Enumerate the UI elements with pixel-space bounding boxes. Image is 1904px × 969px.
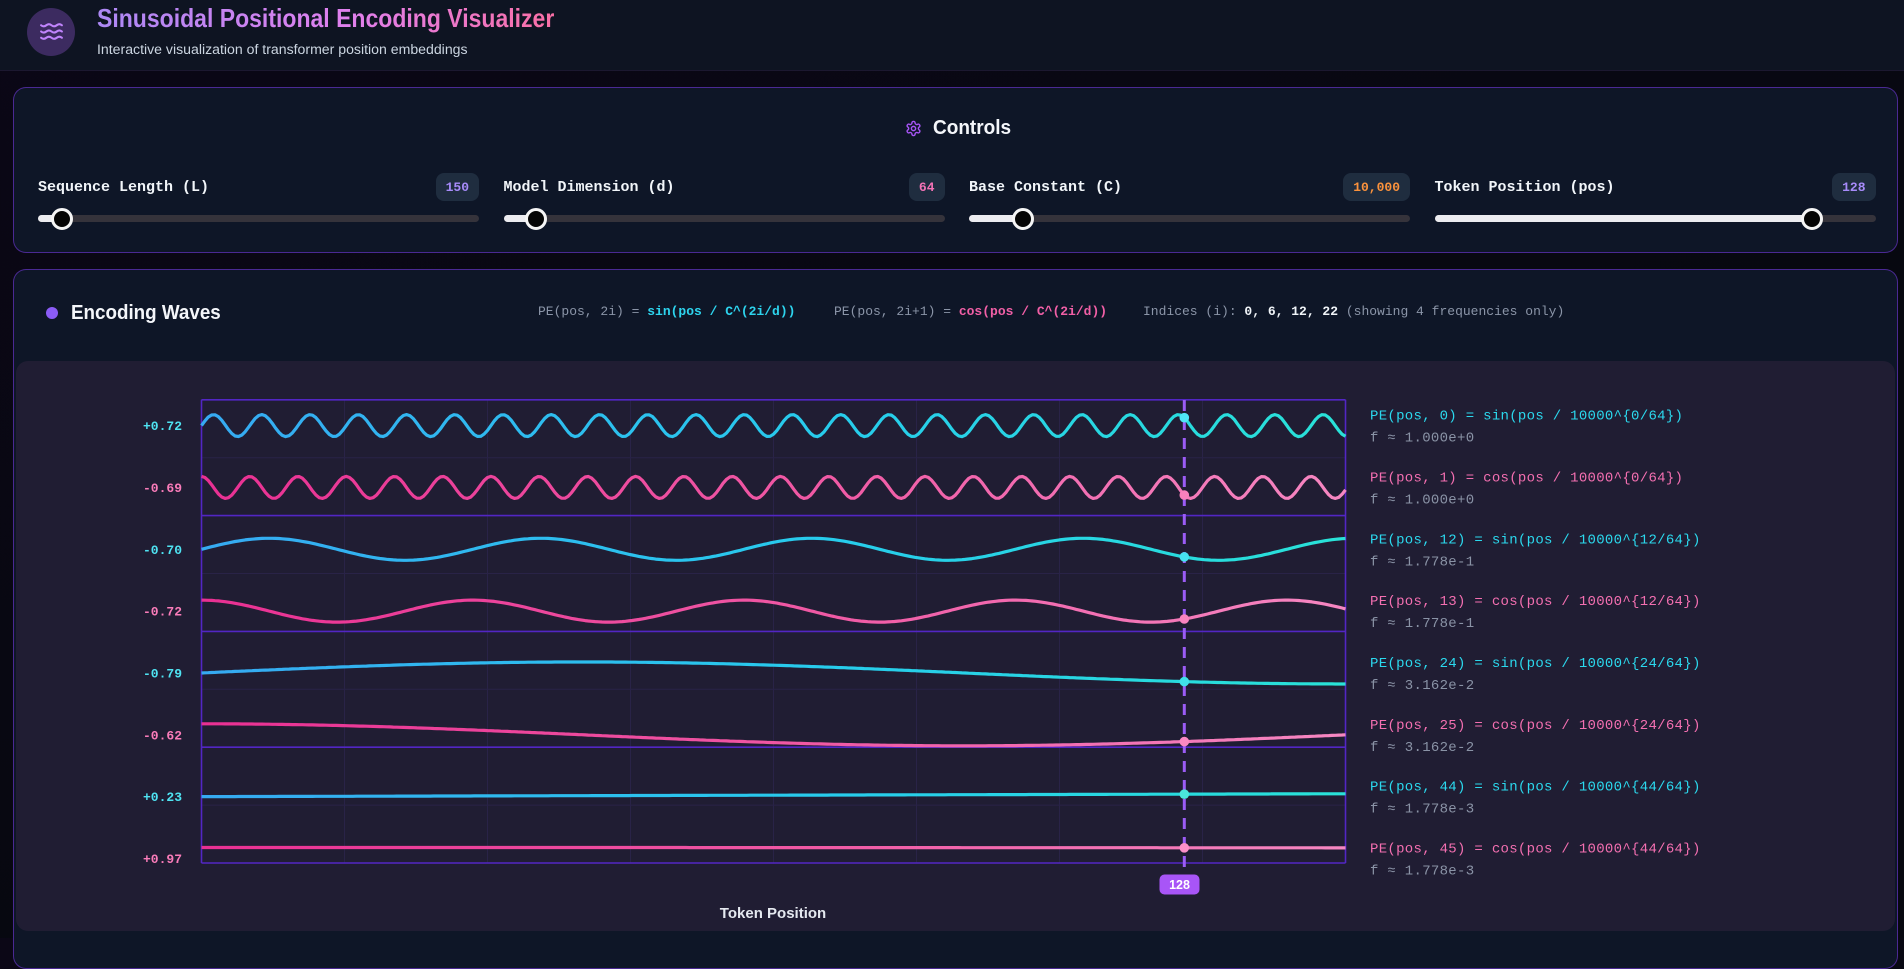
svg-text:PE(pos, 45) = cos(pos / 10000^: PE(pos, 45) = cos(pos / 10000^{44/64}) [1370, 842, 1701, 858]
svg-text:PE(pos, 25) = cos(pos / 10000^: PE(pos, 25) = cos(pos / 10000^{24/64}) [1370, 718, 1701, 734]
svg-text:f ≈ 1.778e-3: f ≈ 1.778e-3 [1370, 802, 1474, 818]
svg-text:+0.97: +0.97 [143, 852, 182, 867]
svg-text:f ≈ 1.778e-1: f ≈ 1.778e-1 [1370, 554, 1474, 570]
svg-text:-0.70: -0.70 [143, 543, 182, 558]
svg-text:PE(pos, 24) = sin(pos / 10000^: PE(pos, 24) = sin(pos / 10000^{24/64}) [1370, 656, 1701, 672]
svg-text:f ≈ 1.000e+0: f ≈ 1.000e+0 [1370, 431, 1474, 447]
svg-text:PE(pos, 1) = cos(pos / 10000^{: PE(pos, 1) = cos(pos / 10000^{0/64}) [1370, 470, 1683, 486]
svg-text:f ≈ 3.162e-2: f ≈ 3.162e-2 [1370, 678, 1474, 694]
svg-text:PE(pos, 12) = sin(pos / 10000^: PE(pos, 12) = sin(pos / 10000^{12/64}) [1370, 532, 1701, 548]
svg-text:PE(pos, 44) = sin(pos / 10000^: PE(pos, 44) = sin(pos / 10000^{44/64}) [1370, 780, 1701, 796]
svg-text:-0.79: -0.79 [143, 667, 182, 682]
svg-text:f ≈ 1.778e-1: f ≈ 1.778e-1 [1370, 616, 1474, 632]
svg-text:+0.23: +0.23 [143, 790, 182, 805]
svg-text:+0.72: +0.72 [143, 419, 182, 434]
svg-text:-0.62: -0.62 [143, 728, 182, 743]
svg-text:Token Position: Token Position [720, 905, 826, 922]
svg-text:-0.72: -0.72 [143, 605, 182, 620]
svg-text:128: 128 [1169, 878, 1190, 892]
svg-text:PE(pos, 13) = cos(pos / 10000^: PE(pos, 13) = cos(pos / 10000^{12/64}) [1370, 594, 1701, 610]
svg-text:f ≈ 1.778e-3: f ≈ 1.778e-3 [1370, 864, 1474, 880]
svg-text:-0.69: -0.69 [143, 481, 182, 496]
svg-text:f ≈ 3.162e-2: f ≈ 3.162e-2 [1370, 740, 1474, 756]
svg-text:f ≈ 1.000e+0: f ≈ 1.000e+0 [1370, 492, 1474, 508]
svg-text:PE(pos, 0) = sin(pos / 10000^{: PE(pos, 0) = sin(pos / 10000^{0/64}) [1370, 409, 1683, 425]
